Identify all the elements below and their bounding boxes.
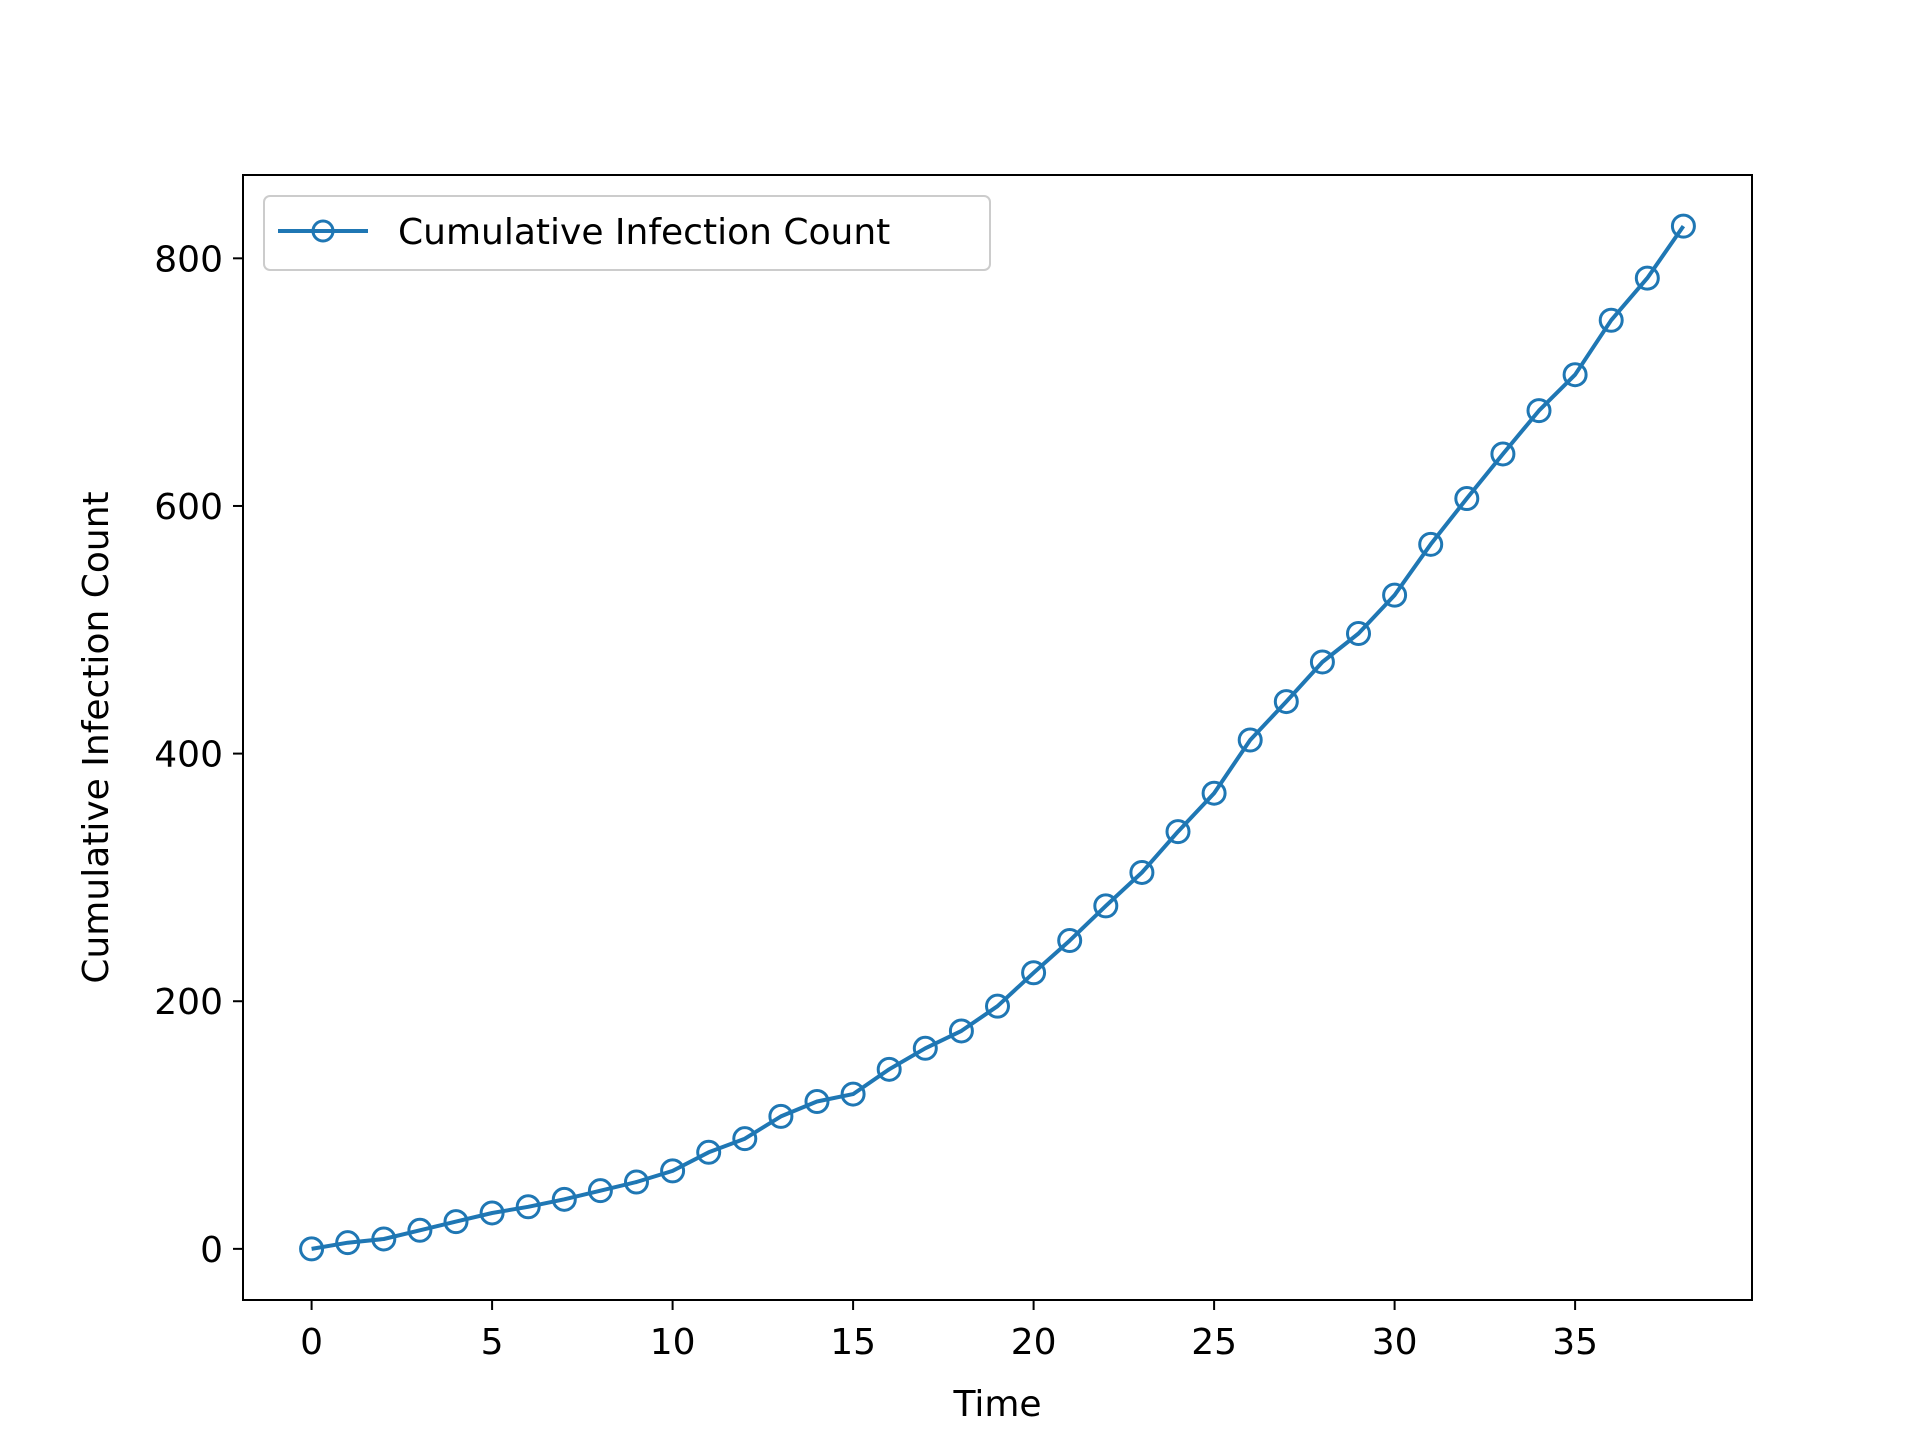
data-point xyxy=(912,1035,938,1061)
data-point xyxy=(443,1209,469,1235)
data-point xyxy=(1634,265,1660,291)
data-point xyxy=(623,1169,649,1195)
ticks-layer: 0 5 10 15 20 25 30 35 0 200 400 600 800 xyxy=(154,239,1598,1363)
data-point xyxy=(1526,398,1552,424)
data-point xyxy=(1562,362,1588,388)
data-point xyxy=(1382,582,1408,608)
data-point xyxy=(299,1236,325,1262)
x-tick-label: 10 xyxy=(650,1322,696,1363)
x-tick-label: 25 xyxy=(1191,1322,1237,1363)
data-point xyxy=(1598,307,1624,333)
data-point xyxy=(1237,727,1263,753)
x-axis-label: Time xyxy=(952,1384,1041,1425)
y-tick-label: 0 xyxy=(200,1230,223,1271)
data-point xyxy=(1021,960,1047,986)
series-layer xyxy=(299,213,1696,1262)
data-point xyxy=(1346,620,1372,646)
data-point xyxy=(732,1126,758,1152)
data-point xyxy=(551,1186,577,1212)
data-point xyxy=(660,1158,686,1184)
data-point xyxy=(948,1018,974,1044)
y-axis-label: Cumulative Infection Count xyxy=(76,491,117,983)
data-point xyxy=(587,1178,613,1204)
x-tick-label: 15 xyxy=(830,1322,876,1363)
y-tick-label: 400 xyxy=(154,735,223,776)
x-tick-label: 20 xyxy=(1011,1322,1057,1363)
legend-box xyxy=(263,195,991,271)
data-point xyxy=(1418,531,1444,557)
x-tick-label: 30 xyxy=(1372,1322,1418,1363)
data-point xyxy=(335,1230,361,1256)
legend: Cumulative Infection Count xyxy=(263,195,991,271)
data-point xyxy=(1129,859,1155,885)
y-tick-label: 200 xyxy=(154,982,223,1023)
data-point xyxy=(876,1056,902,1082)
x-tick-label: 0 xyxy=(300,1322,323,1363)
data-point xyxy=(1454,486,1480,512)
data-point xyxy=(407,1217,433,1243)
legend-marker-swatch xyxy=(311,219,335,243)
data-point xyxy=(479,1200,505,1226)
data-point xyxy=(768,1103,794,1129)
data-point xyxy=(985,993,1010,1019)
x-tick-label: 5 xyxy=(481,1322,504,1363)
data-point xyxy=(1057,928,1083,954)
data-point xyxy=(1093,893,1119,919)
x-tick-label: 35 xyxy=(1552,1322,1598,1363)
data-point xyxy=(515,1194,541,1220)
legend-entry-label: Cumulative Infection Count xyxy=(398,212,890,253)
data-point xyxy=(804,1089,830,1115)
data-point xyxy=(371,1226,397,1252)
data-point xyxy=(1490,441,1516,467)
plot-area-frame xyxy=(242,174,1753,1301)
data-point xyxy=(696,1139,722,1165)
data-point xyxy=(1165,819,1191,845)
data-point xyxy=(1201,780,1227,806)
data-point xyxy=(1273,689,1299,715)
data-point xyxy=(1309,649,1335,675)
y-tick-label: 800 xyxy=(154,239,223,280)
data-point xyxy=(1670,213,1696,239)
data-point xyxy=(840,1081,866,1107)
y-tick-label: 600 xyxy=(154,487,223,528)
